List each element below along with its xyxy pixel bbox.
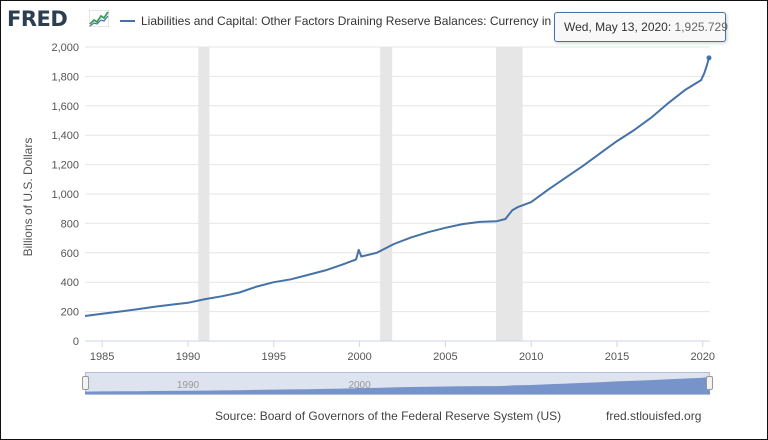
y-tick-label: 1,200: [51, 160, 79, 172]
data-tooltip: Wed, May 13, 2020: 1,925.729: [554, 12, 728, 42]
series-line: [84, 57, 710, 317]
chart-legend[interactable]: Liabilities and Capital: Other Factors D…: [120, 14, 581, 28]
y-tick-label: 2,000: [51, 42, 79, 54]
x-tick-label: 2000: [347, 351, 371, 363]
legend-series-label: Liabilities and Capital: Other Factors D…: [141, 14, 581, 28]
y-tick-label: 1,000: [51, 189, 79, 201]
fred-graph-icon: [89, 10, 109, 27]
y-tick-label: 400: [61, 277, 79, 289]
navigator-series: 1990 2000: [85, 376, 710, 394]
tooltip-date: Wed, May 13, 2020:: [564, 20, 675, 34]
y-tick-label: 1,400: [51, 130, 79, 142]
y-tick-label: 1,800: [51, 71, 79, 83]
x-tick-label: 2020: [691, 351, 715, 363]
y-tick-label: 1,600: [51, 101, 79, 113]
hover-point: [706, 55, 712, 61]
x-tick-label: 2005: [433, 351, 457, 363]
navigator-tick-label: 1990: [177, 380, 200, 391]
x-tick-label: 1990: [176, 351, 200, 363]
plot-area[interactable]: 0 200 400 600 800 1,000 1,200 1,400 1,600 1,800 2,…: [1, 1, 767, 401]
legend-swatch: [120, 20, 135, 22]
x-tick-label: 2015: [605, 351, 629, 363]
y-tick-label: 800: [61, 218, 79, 230]
fred-logo[interactable]: FRED: [7, 7, 68, 31]
y-tick-label: 0: [73, 336, 79, 348]
y-tick-label: 600: [61, 248, 79, 260]
navigator-left-handle[interactable]: [82, 376, 89, 390]
navigator-tick-label: 2000: [348, 380, 371, 391]
site-link[interactable]: fred.stlouisfed.org: [606, 409, 702, 423]
x-tick-label: 2010: [519, 351, 543, 363]
tooltip-value: 1,925.729: [674, 20, 728, 34]
x-tick-label: 1985: [90, 351, 114, 363]
x-tick-label: 1995: [262, 351, 286, 363]
navigator-right-handle[interactable]: [706, 376, 713, 390]
navigator-area: [85, 376, 710, 394]
source-note[interactable]: Source: Board of Governors of the Federa…: [215, 409, 562, 423]
y-tick-label: 200: [61, 307, 79, 319]
